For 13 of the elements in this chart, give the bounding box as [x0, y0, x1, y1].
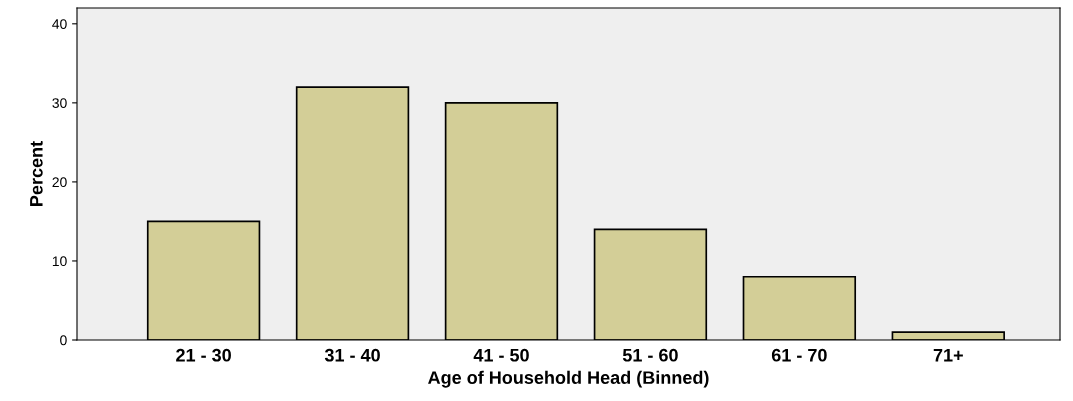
y-tick-label: 0	[60, 335, 67, 346]
x-axis-title: Age of Household Head (Binned)	[428, 370, 709, 388]
x-tick-label: 61 - 70	[771, 348, 827, 362]
x-tick-label: 51 - 60	[622, 348, 678, 362]
y-tick-label: 40	[52, 19, 67, 29]
x-tick-label: 71+	[933, 349, 963, 362]
y-axis-title: Percent	[30, 141, 43, 206]
y-tick-label: 10	[52, 256, 67, 267]
y-tick-label: 30	[52, 98, 67, 109]
x-tick-label: 41 - 50	[473, 348, 529, 362]
x-tick-label: 21 - 30	[176, 348, 231, 362]
y-tick-label: 20	[52, 177, 67, 188]
x-tick-label: 31 - 40	[324, 348, 380, 362]
